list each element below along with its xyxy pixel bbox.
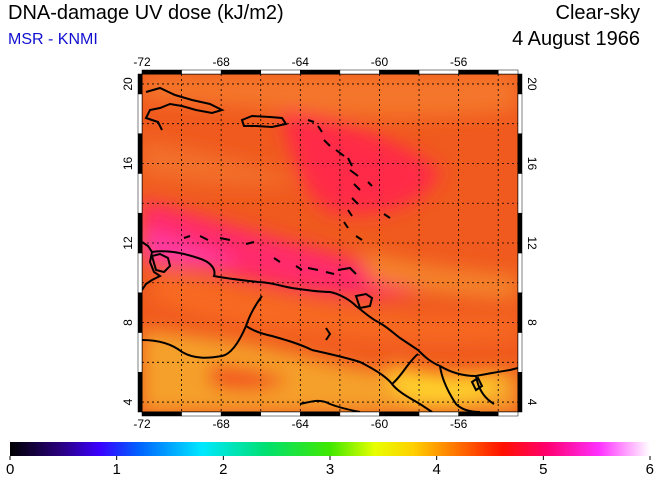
lat-tick-label-right: 20: [525, 77, 539, 91]
border-segment: [141, 411, 182, 417]
longitude-ticks-bottom: -72 -68 -64 -60 -56: [133, 417, 467, 431]
colorbar-tick-label: 2: [219, 461, 227, 478]
border-segment: [517, 73, 523, 95]
lon-tick-label-bottom: -64: [292, 417, 310, 431]
border-segment: [137, 332, 143, 373]
border-segment: [300, 69, 341, 75]
border-segment: [517, 133, 523, 174]
latitude-ticks-right: 4 8 12 16 20: [525, 77, 539, 405]
border-segment: [339, 69, 380, 75]
border-segment: [260, 411, 301, 417]
border-segment: [137, 212, 143, 254]
lat-tick-label-right: 4: [525, 399, 539, 406]
border-segment: [339, 411, 380, 417]
colorbar-ticks: 0 1 2 3 4 5 6: [6, 456, 654, 478]
colorbar-tick-label: 6: [646, 461, 654, 478]
latitude-ticks-left: 4 8 12 16 20: [121, 77, 135, 405]
lon-tick-label-bottom: -72: [133, 417, 151, 431]
lat-tick-label-left: 16: [121, 156, 135, 170]
border-segment: [517, 93, 523, 134]
border-segment: [220, 411, 261, 417]
border-segment: [458, 411, 499, 417]
lon-tick-label-bottom: -68: [212, 417, 230, 431]
border-segment: [137, 371, 143, 413]
border-segment: [517, 371, 523, 413]
lon-tick-label-top: -68: [212, 55, 230, 69]
longitude-ticks-top: -72 -68 -64 -60 -56: [133, 55, 467, 69]
border-segment: [260, 69, 301, 75]
date-label: 4 August 1966: [512, 28, 640, 50]
lat-tick-label-left: 4: [121, 398, 135, 405]
border-segment: [379, 69, 420, 75]
colorbar-tick-label: 3: [326, 461, 334, 478]
border-segment: [137, 133, 143, 174]
colorbar: [10, 442, 650, 456]
lon-tick-label-top: -56: [450, 55, 468, 69]
lat-tick-label-right: 16: [525, 157, 539, 171]
border-segment: [220, 69, 261, 75]
border-segment: [137, 93, 143, 134]
border-segment: [137, 252, 143, 293]
map-border: [137, 69, 523, 417]
uv-field: [142, 74, 518, 412]
lon-tick-label-top: -60: [371, 55, 389, 69]
border-segment: [300, 411, 341, 417]
border-segment: [137, 73, 143, 95]
border-segment: [517, 173, 523, 214]
border-segment: [517, 292, 523, 333]
border-segment: [379, 411, 420, 417]
colorbar-tick-label: 5: [539, 461, 547, 478]
colorbar-tick-label: 0: [6, 461, 14, 478]
border-segment: [497, 69, 519, 75]
map-gridlines: [142, 74, 518, 412]
lat-tick-label-left: 12: [121, 236, 135, 250]
lat-tick-label-left: 20: [121, 77, 135, 91]
lon-tick-label-top: -72: [133, 55, 151, 69]
border-segment: [418, 411, 459, 417]
border-segment: [517, 332, 523, 373]
border-segment: [181, 411, 222, 417]
colorbar-tick-label: 1: [112, 461, 120, 478]
border-segment: [517, 252, 523, 293]
lon-tick-label-top: -64: [292, 55, 310, 69]
border-segment: [497, 411, 519, 417]
lon-tick-label-bottom: -56: [450, 417, 468, 431]
page-title: DNA-damage UV dose (kJ/m2): [8, 2, 284, 24]
lat-tick-label-right: 8: [525, 319, 539, 326]
border-segment: [141, 69, 182, 75]
colorbar-tick-label: 4: [432, 461, 440, 478]
source-label: MSR - KNMI: [8, 31, 98, 48]
lat-tick-label-left: 8: [121, 319, 135, 326]
border-segment: [517, 212, 523, 254]
lat-tick-label-right: 12: [525, 236, 539, 250]
lon-tick-label-bottom: -60: [371, 417, 389, 431]
border-segment: [137, 292, 143, 333]
border-segment: [181, 69, 222, 75]
border-segment: [418, 69, 459, 75]
border-segment: [137, 173, 143, 214]
border-segment: [458, 69, 499, 75]
condition-label: Clear-sky: [555, 2, 640, 24]
